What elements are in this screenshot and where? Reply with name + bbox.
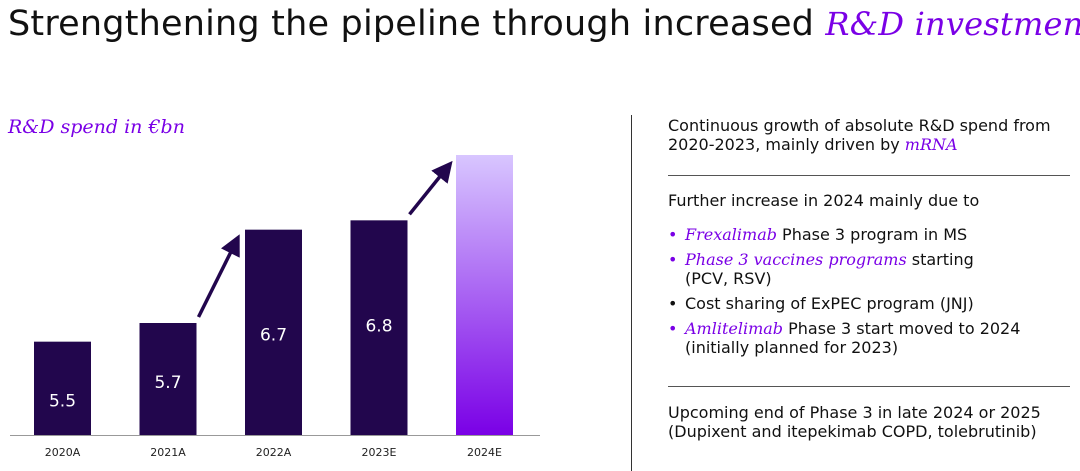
panel-block-upcoming: Upcoming end of Phase 3 in late 2024 or …	[668, 403, 1041, 441]
x-tick-label: 2020A	[45, 446, 81, 459]
bullet-text: Cost sharing of ExPEC program (JNJ)	[685, 294, 974, 313]
vertical-divider	[631, 115, 632, 471]
bar-2024E	[456, 155, 513, 435]
bullet-dot-icon: •	[668, 225, 678, 244]
bar-value-label: 6.7	[260, 326, 287, 346]
driver-list: • Frexalimab Phase 3 program in MS • Phase…	[668, 225, 1072, 363]
bar-2021A	[139, 323, 197, 435]
bullet-text: Phase 3 program in MS	[776, 225, 968, 244]
panel-block-2024-intro: Further increase in 2024 mainly due to	[668, 191, 980, 210]
bar-2020A	[34, 341, 91, 435]
bar-2022A	[245, 229, 302, 435]
divider-line-2	[668, 386, 1070, 387]
bullet-dot-icon: •	[668, 294, 678, 313]
divider-line-1	[668, 175, 1070, 176]
page-title: Strengthening the pipeline through incre…	[8, 4, 1080, 44]
panel-block-growth: Continuous growth of absolute R&D spend …	[668, 116, 1072, 154]
x-tick-label: 2024E	[467, 446, 502, 459]
growth-arrow-2021-2022	[196, 234, 240, 318]
bullet-dot-icon: •	[668, 319, 678, 338]
bar-2023E	[350, 220, 408, 435]
bar-value-label: 6.8	[365, 316, 392, 336]
bullet-dot-icon: •	[668, 250, 678, 269]
bullet-text: starting (PCV, RSV)	[685, 250, 974, 288]
list-item: • Cost sharing of ExPEC program (JNJ)	[668, 294, 1072, 313]
bullet-text: Phase 3 start moved to 2024 (initially p…	[685, 319, 1021, 357]
bullet-italic: Amlitelimab	[685, 319, 784, 338]
mrna-text: mRNA	[904, 135, 958, 154]
bar-value-label: 5.5	[49, 392, 76, 412]
title-accent: R&D investment	[825, 5, 1080, 43]
bar-value-label: 5.7	[154, 373, 181, 393]
x-tick-label: 2022A	[256, 446, 292, 459]
bullet-italic: Frexalimab	[685, 225, 777, 244]
title-main: Strengthening the pipeline through incre…	[8, 4, 826, 44]
growth-arrow-2023-2024	[408, 160, 453, 216]
chart-title: R&D spend in €bn	[8, 116, 185, 138]
bar-chart: 5.5 2020A 5.7 2021A 6.7 2022A 6.8 2023E 2024E	[10, 155, 540, 459]
x-tick-label: 2021A	[150, 446, 186, 459]
list-item: • Frexalimab Phase 3 program in MS	[668, 225, 1072, 244]
growth-text: Continuous growth of absolute R&D spend …	[668, 116, 1051, 154]
list-item: • Phase 3 vaccines programs starting (PCV…	[668, 250, 1072, 288]
x-tick-label: 2023E	[362, 446, 397, 459]
list-item: • Amlitelimab Phase 3 start moved to 2024…	[668, 319, 1072, 357]
bullet-italic: Phase 3 vaccines programs	[685, 250, 907, 269]
